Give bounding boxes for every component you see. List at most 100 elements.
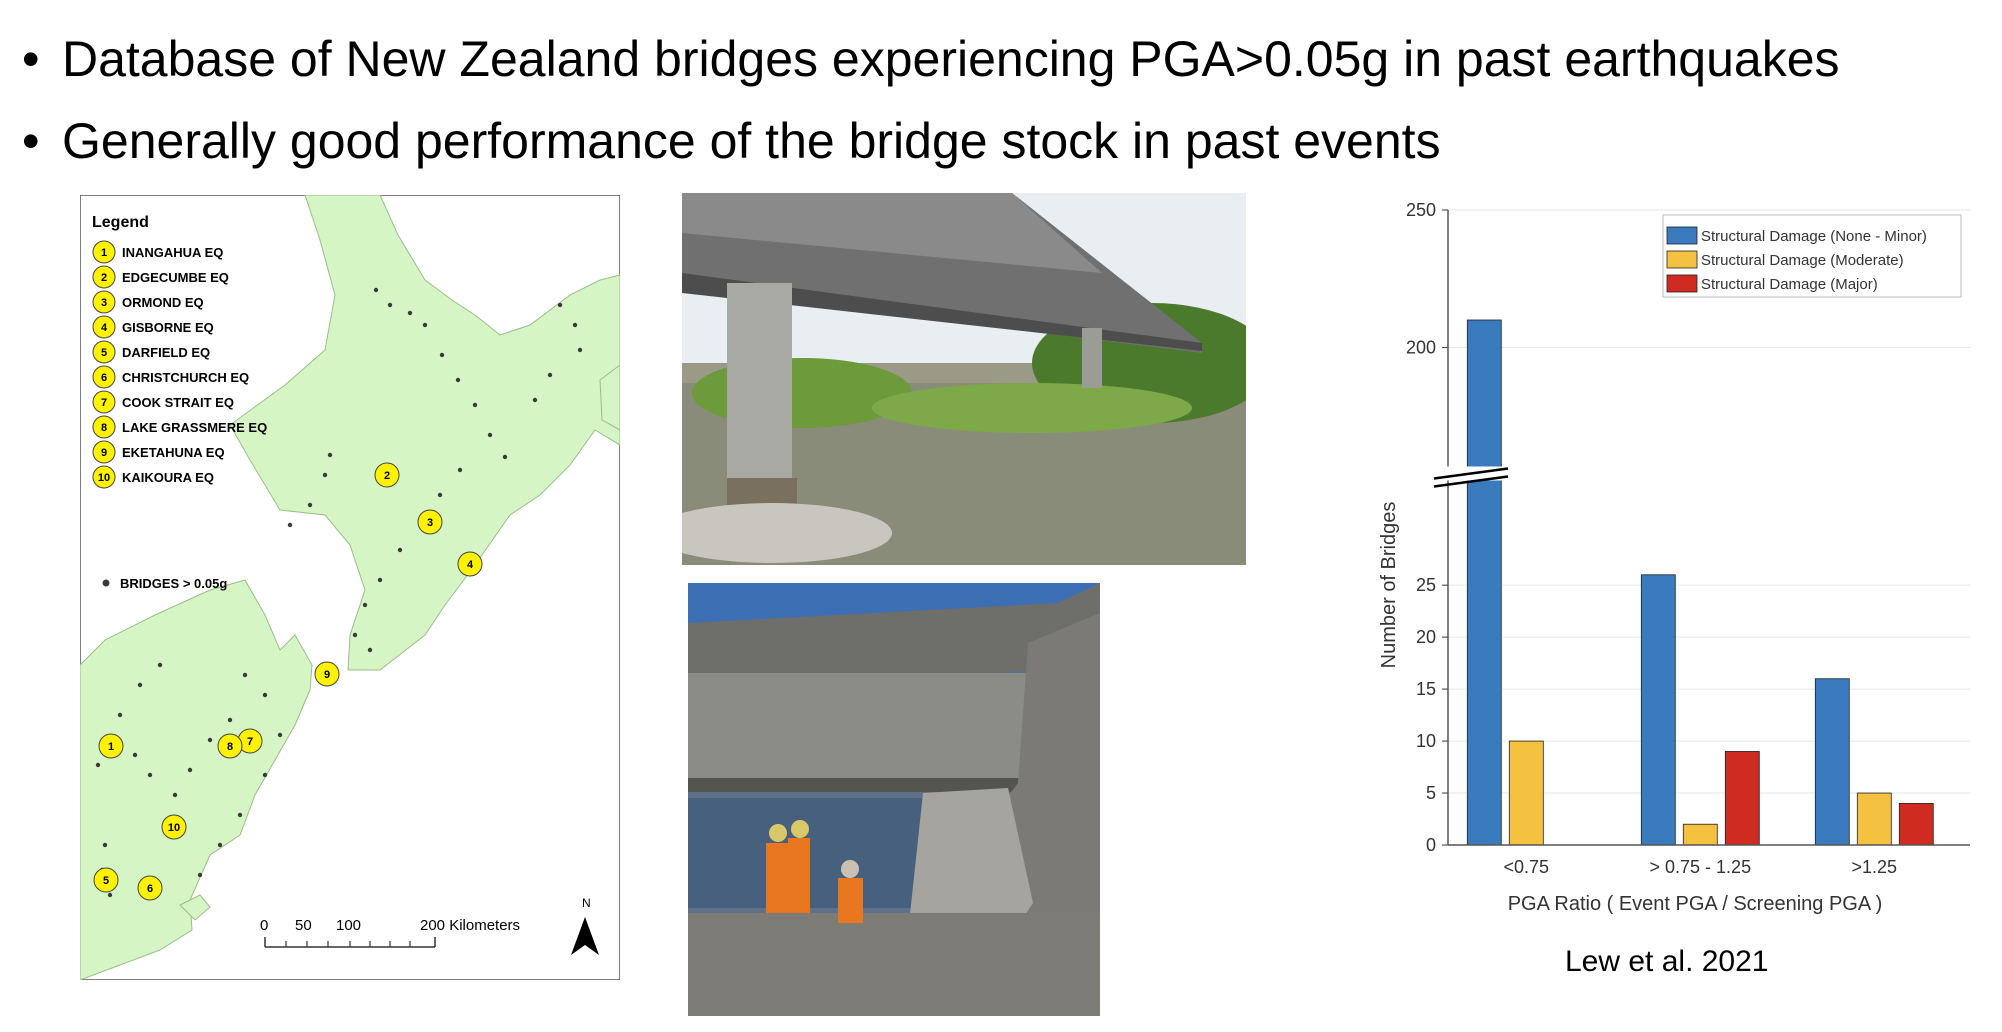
bridge-photo-piers [682, 193, 1246, 565]
legend-event-number: 7 [101, 397, 107, 409]
legend-label: Structural Damage (None - Minor) [1701, 228, 1927, 245]
legend-entry: Structural Damage (Moderate) [1666, 250, 1904, 269]
x-axis-label: PGA Ratio ( Event PGA / Screening PGA ) [1508, 893, 1883, 915]
banks-peninsula-shape [179, 894, 211, 921]
legend-swatch [1666, 274, 1698, 293]
legend-event-item: 9 EKETAHUNA EQ [92, 440, 225, 464]
bar [1724, 751, 1760, 846]
event-marker-icon [92, 240, 116, 264]
legend-event-item: 1 INANGAHUA EQ [92, 240, 223, 264]
legend-event-name: CHRISTCHURCH EQ [122, 370, 249, 385]
legend-event-item: 10 KAIKOURA EQ [92, 465, 214, 489]
map-event-number: 8 [227, 741, 233, 753]
legend-event-name: COOK STRAIT EQ [122, 395, 234, 410]
map-event-marker: 8 [217, 733, 243, 759]
legend-event-name: GISBORNE EQ [122, 320, 214, 335]
map-event-marker: 1 [98, 733, 124, 759]
legend-event-number: 9 [101, 447, 107, 459]
event-markers: 1 2 3 4 5 6 7 8 9 10 [93, 462, 483, 901]
legend-event-item: 5 DARFIELD EQ [92, 340, 210, 364]
legend-event-number: 10 [98, 472, 110, 484]
y-tick-label: 5 [1426, 783, 1436, 803]
map-event-number: 2 [384, 470, 390, 482]
map-event-number: 1 [108, 741, 114, 753]
legend-event-name: ORMOND EQ [122, 295, 204, 310]
map-event-number: 5 [103, 875, 109, 887]
legend-event-name: EKETAHUNA EQ [122, 445, 225, 460]
scale-label-50: 50 [295, 917, 312, 934]
legend-event-name: DARFIELD EQ [122, 345, 210, 360]
map-event-marker: 9 [314, 661, 340, 687]
event-marker-icon [92, 365, 116, 389]
legend-entry: Structural Damage (None - Minor) [1666, 226, 1927, 245]
bridges-legend-label: BRIDGES > 0.05g [120, 576, 227, 591]
map-event-marker: 3 [417, 509, 443, 535]
map-event-marker: 10 [161, 814, 187, 840]
map-event-number: 9 [324, 669, 330, 681]
y-tick-label: 25 [1416, 575, 1436, 595]
legend-event-name: INANGAHUA EQ [122, 245, 223, 260]
legend-event-number: 2 [101, 272, 107, 284]
map-event-number: 7 [247, 736, 253, 748]
bullet-item: • Generally good performance of the bridg… [22, 100, 1840, 182]
bar [1466, 319, 1502, 846]
legend-event-item: 7 COOK STRAIT EQ [92, 390, 234, 414]
citation: Lew et al. 2021 [1565, 945, 1769, 978]
map-event-marker: 4 [457, 551, 483, 577]
scale-label-0: 0 [260, 917, 268, 934]
scale-label-100: 100 [336, 917, 361, 934]
legend-event-number: 5 [101, 347, 107, 359]
y-axis-label: Number of Bridges [1378, 502, 1400, 669]
map-event-marker: 5 [93, 867, 119, 893]
legend-entry: Structural Damage (Major) [1666, 274, 1878, 293]
bullet-text-performance: Generally good performance of the bridge… [62, 113, 1441, 169]
legend-event-name: KAIKOURA EQ [122, 470, 214, 485]
bar [1814, 678, 1850, 846]
scale-label-200: 200 Kilometers [420, 917, 520, 934]
north-label: N [582, 896, 591, 910]
y-tick-label: 200 [1406, 338, 1436, 358]
bar [1682, 823, 1718, 846]
y-tick-label: 250 [1406, 200, 1436, 220]
bar [1508, 740, 1544, 846]
north-arrow-icon: N [571, 896, 599, 955]
x-tick-label: <0.75 [1504, 857, 1550, 877]
legend-event-item: 8 LAKE GRASSMERE EQ [92, 415, 267, 439]
legend-event-number: 6 [101, 372, 107, 384]
nz-bridge-map: Legend 1 INANGAHUA EQ 2 EDGECUMBE EQ 3 ORMOND… [80, 195, 620, 980]
legend-event-item: 2 EDGECUMBE EQ [92, 265, 229, 289]
bullet-item: • Database of New Zealand bridges experie… [22, 18, 1840, 100]
bridge-dot-legend-icon [102, 579, 110, 587]
event-marker-icon [92, 340, 116, 364]
event-marker-icon [92, 315, 116, 339]
event-marker-icon [92, 415, 116, 439]
legend-event-number: 4 [101, 322, 108, 334]
legend-swatch [1666, 250, 1698, 269]
legend-event-item: 4 GISBORNE EQ [92, 315, 214, 339]
bridge-abutment-image [688, 583, 1100, 1016]
y-tick-label: 0 [1426, 835, 1436, 855]
legend-label: Structural Damage (Moderate) [1701, 252, 1904, 269]
chart-axes: 0 5 10 15 20 25 200 250 <0.75 > 0.75 - 1.25 >1.25 [1406, 200, 1970, 877]
scale-bar: 0 50 100 200 Kilometers [260, 917, 520, 948]
bridge-piers-image [682, 193, 1246, 565]
legend-event-number: 8 [101, 422, 107, 434]
legend-box [1662, 214, 1962, 298]
y-tick-label: 20 [1416, 627, 1436, 647]
axis-break-icon [1433, 466, 1516, 488]
east-cape-outline [599, 364, 620, 431]
bar [1640, 574, 1676, 846]
bullet-list: • Database of New Zealand bridges experie… [22, 18, 1840, 182]
legend-event-number: 1 [101, 247, 107, 259]
map-event-number: 4 [467, 559, 474, 571]
event-marker-icon [92, 265, 116, 289]
event-marker-icon [92, 390, 116, 414]
y-tick-label: 15 [1416, 679, 1436, 699]
map-event-number: 6 [147, 883, 153, 895]
bullet-dot: • [22, 31, 40, 87]
chart-bars [1466, 319, 1934, 846]
map-event-marker: 2 [374, 462, 400, 488]
map-event-number: 10 [168, 822, 180, 834]
y-tick-label: 10 [1416, 731, 1436, 751]
